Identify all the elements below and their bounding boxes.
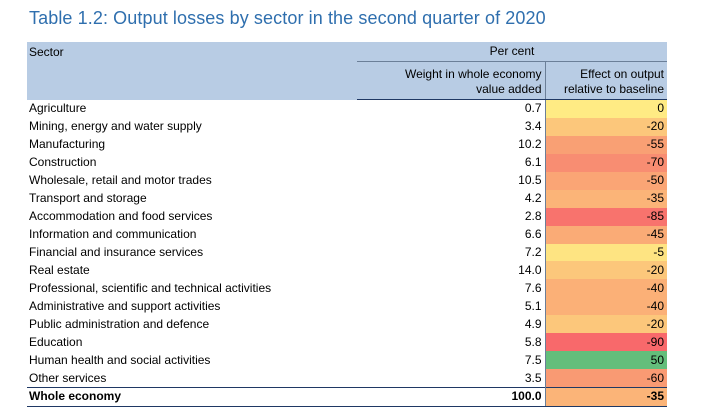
effect-cell: -40 [545,279,668,298]
weight-cell: 6.1 [357,153,546,172]
effect-cell: -35 [545,189,668,208]
total-weight-cell: 100.0 [357,387,546,407]
weight-cell: 10.5 [357,171,546,190]
table-row: Accommodation and food services 2.8 -85 [27,207,668,226]
table-row: Professional, scientific and technical a… [27,279,668,298]
sector-cell: Information and communication [29,227,197,242]
weight-cell: 7.2 [357,243,546,262]
sector-cell: Wholesale, retail and motor trades [29,173,212,188]
table-row: Manufacturing 10.2 -55 [27,135,668,154]
sector-cell: Human health and social activities [29,352,211,367]
total-row: Whole economy 100.0 -35 [27,387,668,407]
weight-cell: 10.2 [357,135,546,154]
total-sector-cell: Whole economy [27,387,357,407]
effect-cell: -45 [545,225,668,244]
weight-cell: 4.9 [357,315,546,334]
effect-cell: -60 [545,369,668,388]
sector-cell: Education [29,334,83,349]
effect-cell: -20 [545,117,668,136]
header-effect-line1: Effect on output [580,67,665,81]
table-title: Table 1.2: Output losses by sector in th… [29,8,546,28]
weight-cell: 2.8 [357,207,546,226]
table-row: Construction 6.1 -70 [27,153,668,172]
effect-cell: -90 [545,333,668,352]
sector-cell: Agriculture [29,101,87,116]
table-row: Administrative and support activities 5.1… [27,297,668,316]
header-effect-line2: relative to baseline [563,82,665,96]
sector-cell: Accommodation and food services [29,209,213,224]
table-body: Agriculture 0.7 0 Mining, energy and water… [27,99,668,407]
sector-cell: Professional, scientific and technical a… [29,280,272,295]
sector-cell: Construction [29,155,97,170]
effect-cell: -5 [545,243,668,262]
table-row: Mining, energy and water supply 3.4 -20 [27,117,668,136]
effect-cell: -55 [545,135,668,154]
weight-cell: 3.5 [357,369,546,388]
header-weight-line2: value added [476,82,542,96]
sector-cell: Financial and insurance services [29,244,204,259]
effect-cell: -20 [545,315,668,334]
weight-cell: 0.7 [357,99,546,118]
effect-cell: -70 [545,153,668,172]
sector-cell: Manufacturing [29,137,106,152]
effect-cell: -40 [545,297,668,316]
effect-cell: -85 [545,207,668,226]
weight-cell: 7.5 [357,351,546,370]
table-row: Human health and social activities 7.5 50 [27,351,668,370]
sector-cell: Public administration and defence [29,316,210,331]
header-effect: Effect on output relative to baseline [545,61,668,100]
sector-cell: Transport and storage [29,191,147,206]
table-row: Transport and storage 4.2 -35 [27,189,668,208]
weight-cell: 5.1 [357,297,546,316]
header-unit: Per cent [357,42,668,62]
header-sector: Sector [27,42,357,100]
weight-cell: 6.6 [357,225,546,244]
sector-cell: Other services [29,370,107,385]
output-losses-table: Sector Per cent Weight in whole economy … [27,42,668,407]
sector-cell: Mining, energy and water supply [29,119,202,134]
weight-cell: 5.8 [357,333,546,352]
table-row: Financial and insurance services 7.2 -5 [27,243,668,262]
total-effect-cell: -35 [545,387,668,407]
weight-cell: 7.6 [357,279,546,298]
table-row: Other services 3.5 -60 [27,369,668,388]
table-row: Wholesale, retail and motor trades 10.5 -5… [27,171,668,190]
table-row: Information and communication 6.6 -45 [27,225,668,244]
table-header: Sector Per cent Weight in whole economy … [27,42,668,100]
weight-cell: 3.4 [357,117,546,136]
sector-cell: Administrative and support activities [29,298,221,313]
effect-cell: -50 [545,171,668,190]
sector-cell: Real estate [29,262,90,277]
header-weight-line1: Weight in whole economy [404,67,542,81]
header-weight: Weight in whole economy value added [357,61,546,100]
table-row: Education 5.8 -90 [27,333,668,352]
weight-cell: 14.0 [357,261,546,280]
table-row: Real estate 14.0 -20 [27,261,668,280]
effect-cell: -20 [545,261,668,280]
table-row: Agriculture 0.7 0 [27,99,668,118]
effect-cell: 0 [545,99,668,118]
table-row: Public administration and defence 4.9 -20 [27,315,668,334]
effect-cell: 50 [545,351,668,370]
weight-cell: 4.2 [357,189,546,208]
